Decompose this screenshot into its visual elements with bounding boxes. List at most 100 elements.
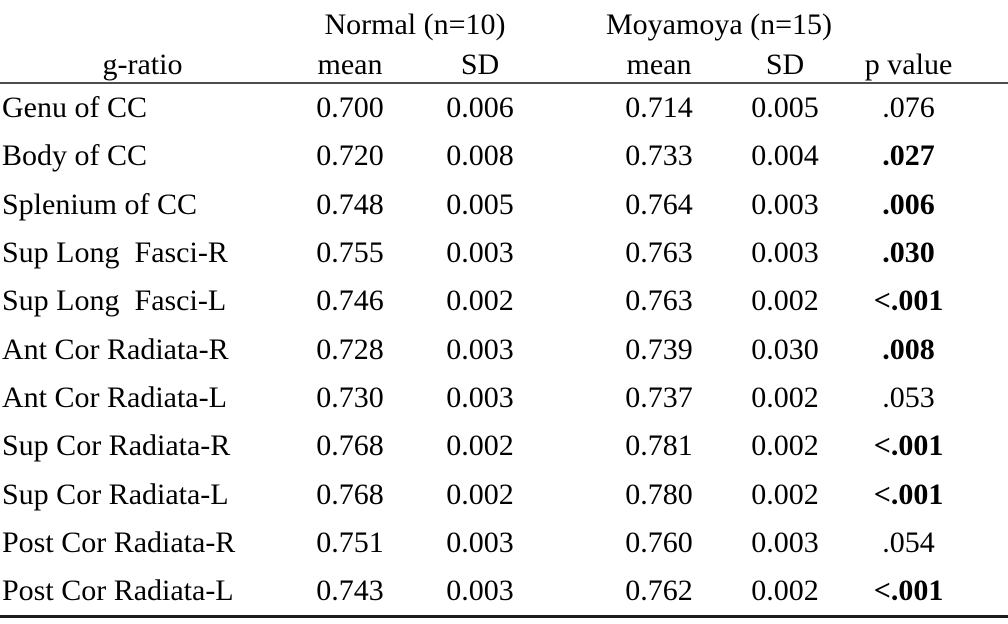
normal-sd-cell: 0.002 <box>446 284 514 318</box>
moyamoya-sd-cell: 0.005 <box>751 91 819 125</box>
normal-sd-cell: 0.006 <box>446 91 514 125</box>
group-header-row: Normal (n=10) Moyamoya (n=15) <box>0 2 1008 48</box>
p-value-cell: .054 <box>882 525 935 559</box>
p-value-cell: <.001 <box>873 477 944 511</box>
normal-mean-cell: 0.768 <box>316 477 384 511</box>
table-row: Post Cor Radiata-R 0.751 0.003 0.760 0.0… <box>0 519 1008 567</box>
normal-mean-cell: 0.748 <box>316 187 384 221</box>
moyamoya-mean-cell: 0.739 <box>625 332 693 366</box>
table-row: Splenium of CC 0.748 0.005 0.764 0.003 .… <box>0 181 1008 229</box>
column-header-p-value: p value <box>845 48 1008 84</box>
normal-sd-cell: 0.002 <box>446 429 514 463</box>
gap-cell <box>545 566 594 619</box>
normal-mean-cell: 0.700 <box>316 91 384 125</box>
gap-cell <box>545 519 593 567</box>
normal-mean-cell: 0.746 <box>316 284 384 318</box>
p-value-cell: .030 <box>882 236 935 270</box>
moyamoya-sd-cell: 0.003 <box>751 236 819 270</box>
column-header-gap <box>545 48 594 84</box>
normal-sd-cell: 0.003 <box>446 525 514 559</box>
p-value-cell: .008 <box>882 332 935 366</box>
gap-cell <box>545 325 593 373</box>
table-row: Sup Long Fasci-R 0.755 0.003 0.763 0.003… <box>0 229 1008 277</box>
moyamoya-mean-cell: 0.762 <box>593 566 726 619</box>
moyamoya-mean-cell: 0.733 <box>625 139 693 173</box>
row-label-cell: Sup Long Fasci-R <box>2 236 228 270</box>
moyamoya-mean-cell: 0.737 <box>625 380 693 414</box>
p-value-cell: <.001 <box>873 429 944 463</box>
table-body: Genu of CC 0.700 0.006 0.714 0.005 .076 … <box>0 83 1008 619</box>
gap-cell <box>545 132 593 180</box>
column-header-normal-sd: SD <box>415 48 546 84</box>
row-label-cell: Sup Cor Radiata-R <box>2 429 231 463</box>
moyamoya-sd-cell: 0.030 <box>751 332 819 366</box>
moyamoya-mean-cell: 0.780 <box>625 477 693 511</box>
row-label-cell: Ant Cor Radiata-R <box>2 332 229 366</box>
normal-mean-cell: 0.768 <box>316 429 384 463</box>
moyamoya-mean-cell: 0.760 <box>625 525 693 559</box>
moyamoya-sd-cell: 0.004 <box>751 139 819 173</box>
row-label-cell: Splenium of CC <box>2 187 198 221</box>
normal-sd-cell: 0.003 <box>415 566 546 619</box>
p-value-cell: .027 <box>882 139 935 173</box>
row-label-cell: Ant Cor Radiata-L <box>2 380 227 414</box>
row-label-cell: Genu of CC <box>2 91 147 125</box>
row-label-cell: Post Cor Radiata-L <box>0 566 285 619</box>
p-value-cell: .053 <box>882 380 935 414</box>
normal-mean-cell: 0.720 <box>316 139 384 173</box>
table-row: Ant Cor Radiata-L 0.730 0.003 0.737 0.00… <box>0 374 1008 422</box>
normal-sd-cell: 0.003 <box>446 236 514 270</box>
normal-mean-cell: 0.755 <box>316 236 384 270</box>
normal-sd-cell: 0.002 <box>446 477 514 511</box>
column-header-moyamoya-mean: mean <box>593 48 726 84</box>
moyamoya-mean-cell: 0.781 <box>625 429 693 463</box>
table-row: Sup Cor Radiata-L 0.768 0.002 0.780 0.00… <box>0 470 1008 518</box>
table-row: Ant Cor Radiata-R 0.728 0.003 0.739 0.03… <box>0 325 1008 373</box>
normal-mean-cell: 0.728 <box>316 332 384 366</box>
moyamoya-mean-cell: 0.763 <box>625 236 693 270</box>
table-row: Sup Cor Radiata-R 0.768 0.002 0.781 0.00… <box>0 422 1008 470</box>
moyamoya-sd-cell: 0.002 <box>751 380 819 414</box>
group-header-spacer-right <box>845 2 1008 48</box>
group-header-normal: Normal (n=10) <box>324 8 506 41</box>
column-header-g-ratio: g-ratio <box>0 48 285 84</box>
normal-sd-cell: 0.003 <box>446 332 514 366</box>
normal-mean-cell: 0.743 <box>285 566 415 619</box>
group-header-gap <box>545 2 593 48</box>
table-row: Genu of CC 0.700 0.006 0.714 0.005 .076 <box>0 83 1008 132</box>
p-value-cell: <.001 <box>873 284 944 318</box>
normal-sd-cell: 0.008 <box>446 139 514 173</box>
gap-cell <box>545 470 593 518</box>
moyamoya-sd-cell: 0.002 <box>751 284 819 318</box>
moyamoya-mean-cell: 0.714 <box>625 91 693 125</box>
table-header: Normal (n=10) Moyamoya (n=15) g-ratio me… <box>0 2 1008 84</box>
gap-cell <box>545 422 593 470</box>
row-label-cell: Body of CC <box>2 139 148 173</box>
normal-sd-cell: 0.003 <box>446 380 514 414</box>
normal-sd-cell: 0.005 <box>446 187 514 221</box>
gap-cell <box>545 181 593 229</box>
p-value-cell: .006 <box>882 187 935 221</box>
column-header-row: g-ratio mean SD mean SD p value <box>0 48 1008 84</box>
normal-mean-cell: 0.751 <box>316 525 384 559</box>
column-header-moyamoya-sd: SD <box>725 48 846 84</box>
row-label-cell: Sup Long Fasci-L <box>2 284 227 318</box>
p-value-cell: .076 <box>882 91 935 125</box>
moyamoya-sd-cell: 0.002 <box>725 566 846 619</box>
gap-cell <box>545 229 593 277</box>
moyamoya-sd-cell: 0.002 <box>751 477 819 511</box>
table-row: Sup Long Fasci-L 0.746 0.002 0.763 0.002… <box>0 277 1008 325</box>
gap-cell <box>545 83 593 132</box>
moyamoya-sd-cell: 0.003 <box>751 525 819 559</box>
row-label-cell: Sup Cor Radiata-L <box>2 477 229 511</box>
group-header-moyamoya: Moyamoya (n=15) <box>606 8 833 41</box>
p-value-cell: <.001 <box>845 566 1008 619</box>
moyamoya-mean-cell: 0.764 <box>625 187 693 221</box>
moyamoya-sd-cell: 0.002 <box>751 429 819 463</box>
table-row: Body of CC 0.720 0.008 0.733 0.004 .027 <box>0 132 1008 180</box>
group-header-spacer <box>0 2 285 48</box>
gap-cell <box>545 277 593 325</box>
column-header-normal-mean: mean <box>285 48 415 84</box>
moyamoya-mean-cell: 0.763 <box>625 284 693 318</box>
